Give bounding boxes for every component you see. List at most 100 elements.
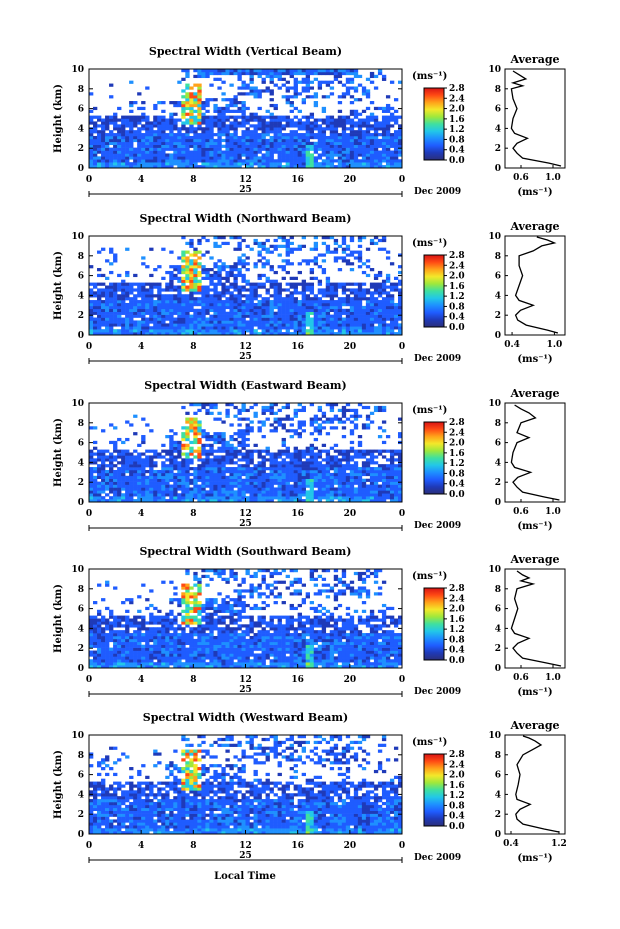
heatmap-cell: [225, 478, 230, 482]
heatmap-cell: [205, 250, 210, 254]
heatmap-cell: [397, 487, 403, 491]
heatmap-cell: [269, 408, 274, 413]
heatmap-cell: [329, 294, 335, 298]
heatmap-cell: [341, 499, 347, 503]
heatmap-cell: [169, 446, 174, 450]
heatmap-cell: [297, 314, 302, 318]
heatmap-cell: [373, 141, 379, 145]
heatmap-cell: [133, 490, 138, 494]
heatmap-cell: [161, 127, 166, 131]
heatmap-cell: [133, 153, 138, 157]
heatmap-cell: [365, 458, 371, 462]
heatmap-cell: [257, 496, 262, 500]
heatmap-cell: [337, 69, 343, 73]
heatmap-cell: [289, 165, 294, 169]
heatmap-cell: [237, 294, 242, 298]
heatmap-cell: [141, 332, 146, 336]
heatmap-cell: [137, 305, 142, 310]
heatmap-cell: [97, 499, 102, 503]
heatmap-cell: [353, 98, 359, 102]
heatmap-cell: [189, 320, 194, 324]
heatmap-cell: [321, 449, 327, 453]
heatmap-cell: [225, 150, 230, 154]
heatmap-cell: [317, 493, 323, 497]
heatmap-cell: [101, 156, 106, 160]
heatmap-cell: [181, 135, 186, 140]
x-tick-label: 0: [399, 342, 405, 352]
heatmap-cell: [329, 467, 335, 471]
heatmap-cell: [229, 332, 234, 336]
heatmap-cell: [169, 323, 174, 327]
heatmap-cell: [341, 135, 347, 140]
heatmap-cell: [137, 478, 142, 482]
heatmap-cell: [261, 490, 266, 494]
heatmap-cell: [217, 417, 222, 421]
heatmap-cell: [369, 162, 375, 166]
heatmap-cell: [337, 464, 343, 468]
heatmap-cell: [197, 484, 202, 488]
heatmap-cell: [361, 326, 367, 330]
heatmap-cell: [217, 449, 222, 453]
heatmap-cell: [249, 467, 254, 471]
y-axis-label: Height (km): [53, 251, 64, 320]
heatmap-cell: [193, 109, 198, 113]
heatmap-cell: [233, 449, 238, 453]
heatmap-cell: [105, 475, 110, 479]
heatmap-cell: [321, 153, 327, 157]
heatmap-cell: [165, 147, 170, 151]
heatmap-cell: [157, 127, 162, 131]
heatmap-cell: [213, 159, 218, 163]
heatmap-cell: [141, 133, 146, 137]
heatmap-cell: [337, 420, 343, 424]
heatmap-cell: [225, 496, 230, 500]
heatmap-cell: [217, 317, 222, 321]
heatmap-cell: [157, 118, 162, 122]
heatmap-cell: [105, 478, 110, 482]
heatmap-cell: [169, 443, 174, 447]
heatmap-cell: [137, 329, 142, 333]
heatmap-cell: [333, 69, 339, 73]
heatmap-cell: [209, 308, 214, 312]
heatmap-cell: [341, 282, 347, 286]
heatmap-cell: [189, 109, 194, 113]
heatmap-cell: [373, 478, 379, 482]
heatmap-cell: [189, 308, 194, 312]
heatmap-cell: [381, 475, 387, 479]
heatmap-cell: [225, 147, 230, 151]
heatmap-cell: [261, 411, 266, 415]
heatmap-cell: [257, 138, 262, 143]
heatmap-cell: [221, 493, 226, 497]
heatmap-cell: [285, 156, 290, 160]
heatmap-cell: [169, 118, 174, 122]
heatmap-cell: [149, 332, 154, 336]
heatmap-cell: [297, 141, 302, 145]
heatmap-cell: [385, 103, 391, 108]
heatmap-cell: [337, 469, 343, 474]
heatmap-cell: [265, 446, 270, 450]
heatmap-cell: [281, 302, 286, 307]
heatmap-cell: [105, 499, 110, 503]
heatmap-cell: [121, 493, 126, 497]
heatmap-cell: [253, 92, 258, 96]
heatmap-cell: [173, 156, 178, 160]
heatmap-cell: [201, 461, 206, 465]
heatmap-cell: [285, 429, 290, 433]
heatmap-cell: [361, 314, 367, 318]
heatmap-cell: [233, 326, 238, 330]
heatmap-cell: [297, 435, 302, 439]
heatmap-cell: [181, 305, 186, 310]
heatmap-cell: [225, 133, 230, 137]
heatmap-cell: [381, 141, 387, 145]
heatmap-cell: [153, 115, 158, 119]
heatmap-cell: [241, 467, 246, 471]
heatmap-cell: [97, 144, 102, 148]
heatmap-cell: [197, 121, 202, 125]
heatmap-cell: [245, 464, 250, 468]
heatmap-cell: [345, 320, 351, 324]
heatmap-cell: [345, 472, 351, 477]
heatmap-cell: [205, 124, 210, 128]
heatmap-cell: [281, 153, 286, 157]
heatmap-cell: [377, 165, 383, 169]
heatmap-cell: [353, 135, 359, 140]
heatmap-cell: [201, 490, 206, 494]
